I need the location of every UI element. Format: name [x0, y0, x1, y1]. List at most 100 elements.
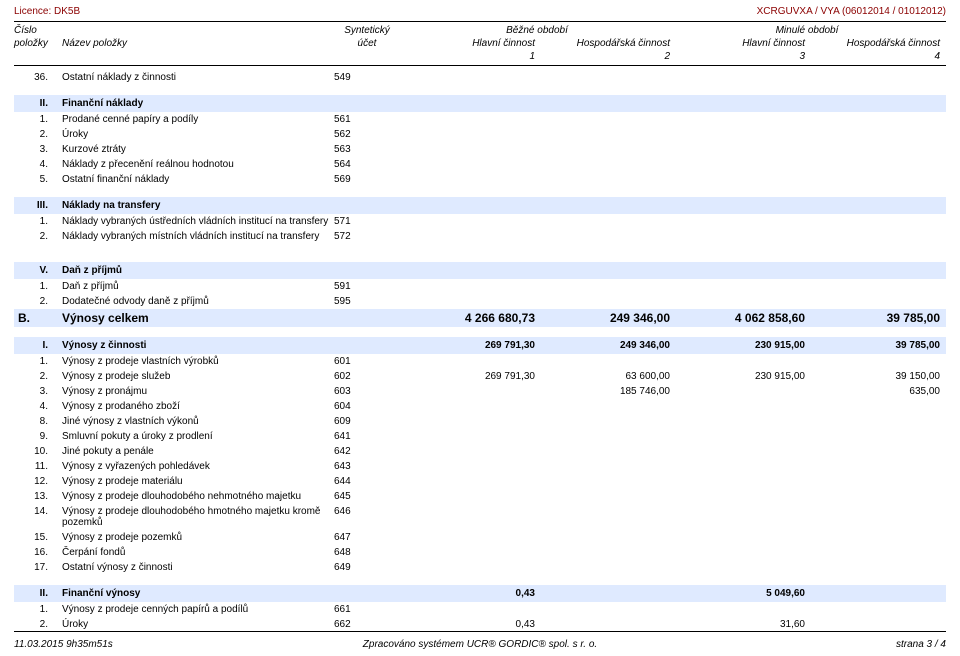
hdr-polozky: položky: [14, 37, 62, 50]
table-row: 1.Prodané cenné papíry a podíly561: [14, 112, 946, 127]
row-ucet: 661: [334, 603, 404, 616]
row-v1: [404, 497, 539, 499]
section-header: III. Náklady na transfery: [14, 197, 946, 214]
row-v4: [809, 625, 944, 627]
row-v3: 31,60: [674, 618, 809, 631]
total-v2: 249 346,00: [539, 310, 674, 326]
row-name: Náklady z přecenění reálnou hodnotou: [62, 158, 334, 171]
row-name: Kurzové ztráty: [62, 143, 334, 156]
row-v1: [404, 302, 539, 304]
row-v1: [404, 538, 539, 540]
row-v4: 635,00: [809, 385, 944, 398]
row-v1: [404, 568, 539, 570]
report-body: 36. Ostatní náklady z činnosti 549 II. F…: [14, 70, 946, 632]
row-v2: [539, 120, 674, 122]
row-num: 3.: [14, 143, 62, 156]
row-v3: [674, 222, 809, 224]
row-v3: [674, 467, 809, 469]
row-v2: [539, 625, 674, 627]
doc-code: XCRGUVXA / VYA (06012014 / 01012012): [757, 6, 946, 17]
table-row: 2.Úroky6620,4331,60: [14, 617, 946, 632]
row-ucet: 641: [334, 430, 404, 443]
table-row: 15.Výnosy z prodeje pozemků647: [14, 530, 946, 545]
row-name: Výnosy z prodeje pozemků: [62, 531, 334, 544]
row-name: Výnosy z prodeje vlastních výrobků: [62, 355, 334, 368]
row-v2: [539, 165, 674, 167]
hdr-col1: 1: [404, 50, 539, 63]
row-num: 13.: [14, 490, 62, 503]
row-v4: [809, 568, 944, 570]
section-header: II. Finanční výnosy 0,43 5 049,60: [14, 585, 946, 602]
row-name: Ostatní finanční náklady: [62, 173, 334, 186]
row-v3: [674, 237, 809, 239]
row-ucet: 645: [334, 490, 404, 503]
hdr-hlavni-2: Hlavní činnost: [674, 37, 809, 50]
row-name: Úroky: [62, 128, 334, 141]
row-ucet: 609: [334, 415, 404, 428]
row-v2: [539, 237, 674, 239]
row-num: 16.: [14, 546, 62, 559]
row-v2: [539, 222, 674, 224]
row-v4: [809, 437, 944, 439]
row-name: Výnosy z prodaného zboží: [62, 400, 334, 413]
row-v2: [539, 482, 674, 484]
row-num: 4.: [14, 400, 62, 413]
section-name: Výnosy z činnosti: [62, 339, 334, 352]
row-num: 17.: [14, 561, 62, 574]
row-v1: [404, 287, 539, 289]
row-ucet: 549: [334, 71, 404, 84]
hdr-col3: 3: [674, 50, 809, 63]
row-v2: [539, 437, 674, 439]
section-num: II.: [14, 97, 62, 110]
row-name: Výnosy z prodeje dlouhodobého hmotného m…: [62, 505, 334, 529]
row-name: Ostatní výnosy z činnosti: [62, 561, 334, 574]
hdr-hosp-1: Hospodářská činnost: [539, 37, 674, 50]
table-row: 1.Náklady vybraných ústředních vládních …: [14, 214, 946, 229]
hdr-ucet: účet: [334, 37, 404, 50]
row-v4: [809, 610, 944, 612]
table-row: 1.Výnosy z prodeje cenných papírů a podí…: [14, 602, 946, 617]
row-name: Výnosy z prodeje služeb: [62, 370, 334, 383]
row-v4: [809, 467, 944, 469]
table-row: 2.Náklady vybraných místních vládních in…: [14, 229, 946, 244]
row-num: 11.: [14, 460, 62, 473]
footer-page: strana 3 / 4: [896, 639, 946, 650]
row-v4: 39 150,00: [809, 370, 944, 383]
row-v3: [674, 407, 809, 409]
row-name: Daň z příjmů: [62, 280, 334, 293]
row-v3: [674, 180, 809, 182]
row-name: Smluvní pokuty a úroky z prodlení: [62, 430, 334, 443]
table-row: 3.Kurzové ztráty563: [14, 142, 946, 157]
row-ucet: 662: [334, 618, 404, 631]
row-num: 2.: [14, 618, 62, 631]
row-v3: [674, 165, 809, 167]
hdr-cislo: Číslo: [14, 24, 62, 37]
row-v1: [404, 392, 539, 394]
row-num: 15.: [14, 531, 62, 544]
row-ucet: 595: [334, 295, 404, 308]
row-num: 10.: [14, 445, 62, 458]
row-v1: [404, 482, 539, 484]
table-row: 11.Výnosy z vyřazených pohledávek643: [14, 459, 946, 474]
section-v3: 5 049,60: [674, 587, 809, 600]
hdr-bezne: Běžné období: [404, 24, 674, 37]
row-v4: [809, 150, 944, 152]
total-row: B. Výnosy celkem 4 266 680,73 249 346,00…: [14, 309, 946, 327]
row-v3: [674, 422, 809, 424]
row-name: Výnosy z prodeje dlouhodobého nehmotného…: [62, 490, 334, 503]
row-ucet: 602: [334, 370, 404, 383]
section-name: Finanční náklady: [62, 97, 334, 110]
table-row: 17.Ostatní výnosy z činnosti649: [14, 560, 946, 575]
table-row: 16.Čerpání fondů648: [14, 545, 946, 560]
row-v1: [404, 452, 539, 454]
row-num: 4.: [14, 158, 62, 171]
section-name: Finanční výnosy: [62, 587, 334, 600]
total-num: B.: [14, 310, 62, 326]
row-v1: [404, 467, 539, 469]
section-header: II. Finanční náklady: [14, 95, 946, 112]
row-v4: [809, 407, 944, 409]
row-v3: [674, 362, 809, 364]
footer-timestamp: 11.03.2015 9h35m51s: [14, 639, 113, 650]
row-v4: [809, 512, 944, 514]
row-v3: [674, 538, 809, 540]
